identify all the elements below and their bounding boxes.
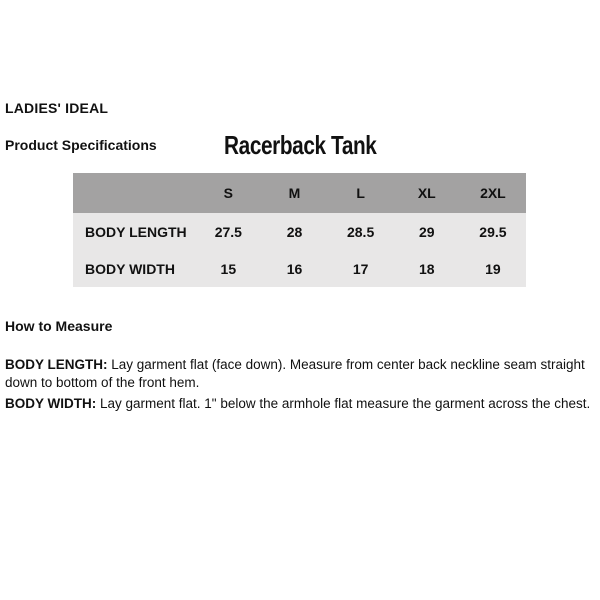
- product-title-wrap: Racerback Tank: [0, 130, 600, 161]
- how-to-measure-body: BODY LENGTH: Lay garment flat (face down…: [5, 356, 596, 416]
- size-chart-header-row: S M L XL 2XL: [73, 173, 526, 213]
- cell-value: 16: [261, 250, 328, 287]
- row-label: BODY WIDTH: [73, 250, 196, 287]
- cell-value: 28: [261, 213, 328, 250]
- cell-value: 27.5: [195, 213, 262, 250]
- column-header-s: S: [195, 173, 262, 213]
- corner-cell: [73, 173, 196, 213]
- how-to-measure-heading: How to Measure: [5, 318, 113, 334]
- cell-value: 29: [393, 213, 460, 250]
- table-row-body-length: BODY LENGTH 27.5 28 28.5 29 29.5: [73, 213, 526, 250]
- measure-description-body-width: Lay garment flat. 1" below the armhole f…: [96, 396, 591, 411]
- column-header-m: M: [261, 173, 328, 213]
- row-label: BODY LENGTH: [73, 213, 196, 250]
- column-header-2xl: 2XL: [459, 173, 526, 213]
- column-header-xl: XL: [393, 173, 460, 213]
- measure-item-body-length: BODY LENGTH: Lay garment flat (face down…: [5, 356, 596, 392]
- measure-term-body-length: BODY LENGTH:: [5, 357, 108, 372]
- cell-value: 19: [459, 250, 526, 287]
- table-row-body-width: BODY WIDTH 15 16 17 18 19: [73, 250, 526, 287]
- section-label: Product Specifications: [5, 137, 157, 153]
- cell-value: 29.5: [459, 213, 526, 250]
- column-header-l: L: [327, 173, 394, 213]
- cell-value: 18: [393, 250, 460, 287]
- cell-value: 28.5: [327, 213, 394, 250]
- measure-description-body-length: Lay garment flat (face down). Measure fr…: [5, 357, 585, 390]
- cell-value: 15: [195, 250, 262, 287]
- size-chart-table: S M L XL 2XL BODY LENGTH 27.5 28 28.5 29…: [73, 173, 526, 287]
- measure-item-body-width: BODY WIDTH: Lay garment flat. 1" below t…: [5, 395, 596, 413]
- cell-value: 17: [327, 250, 394, 287]
- brand-name: LADIES' IDEAL: [5, 100, 109, 116]
- measure-term-body-width: BODY WIDTH:: [5, 396, 97, 411]
- product-title: Racerback Tank: [223, 130, 377, 160]
